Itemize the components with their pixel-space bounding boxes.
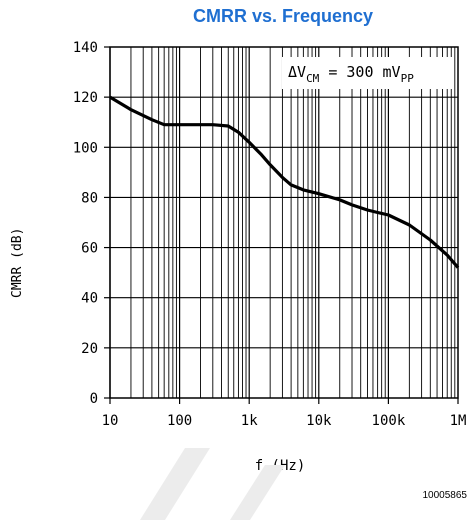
y-axis-label: CMRR (dB) xyxy=(10,227,25,298)
annotation-sub-pp: PP xyxy=(401,72,415,85)
x-tick-label: 10 xyxy=(102,413,119,429)
x-tick-label: 1k xyxy=(241,413,258,429)
watermark-graphic xyxy=(140,448,285,520)
annotation-prefix: ΔV xyxy=(288,63,306,81)
x-tick-label: 1M xyxy=(450,413,467,429)
chart-title: CMRR vs. Frequency xyxy=(192,6,374,26)
x-tick-label: 100k xyxy=(372,413,406,429)
y-tick-label: 40 xyxy=(81,291,98,307)
annotation-middle: = 300 mV xyxy=(319,63,400,81)
x-tick-label: 100 xyxy=(167,413,192,429)
annotation-sub-cm: CM xyxy=(306,72,320,85)
y-tick-label: 0 xyxy=(90,391,98,407)
annotation-background xyxy=(282,57,454,89)
y-tick-label: 80 xyxy=(81,190,98,206)
y-tick-label: 100 xyxy=(73,140,98,156)
plot-frame xyxy=(109,46,459,399)
y-tick-label: 60 xyxy=(81,241,98,257)
annotation-delta-vcm: ΔVCM = 300 mVPP xyxy=(288,63,414,85)
y-tick-label: 20 xyxy=(81,341,98,357)
y-tick-label: 140 xyxy=(73,40,98,56)
x-tick-label: 10k xyxy=(306,413,332,429)
y-tick-label: 120 xyxy=(73,90,98,106)
series-line-cmrr xyxy=(109,95,460,269)
figure-id: 10005865 xyxy=(422,490,468,501)
